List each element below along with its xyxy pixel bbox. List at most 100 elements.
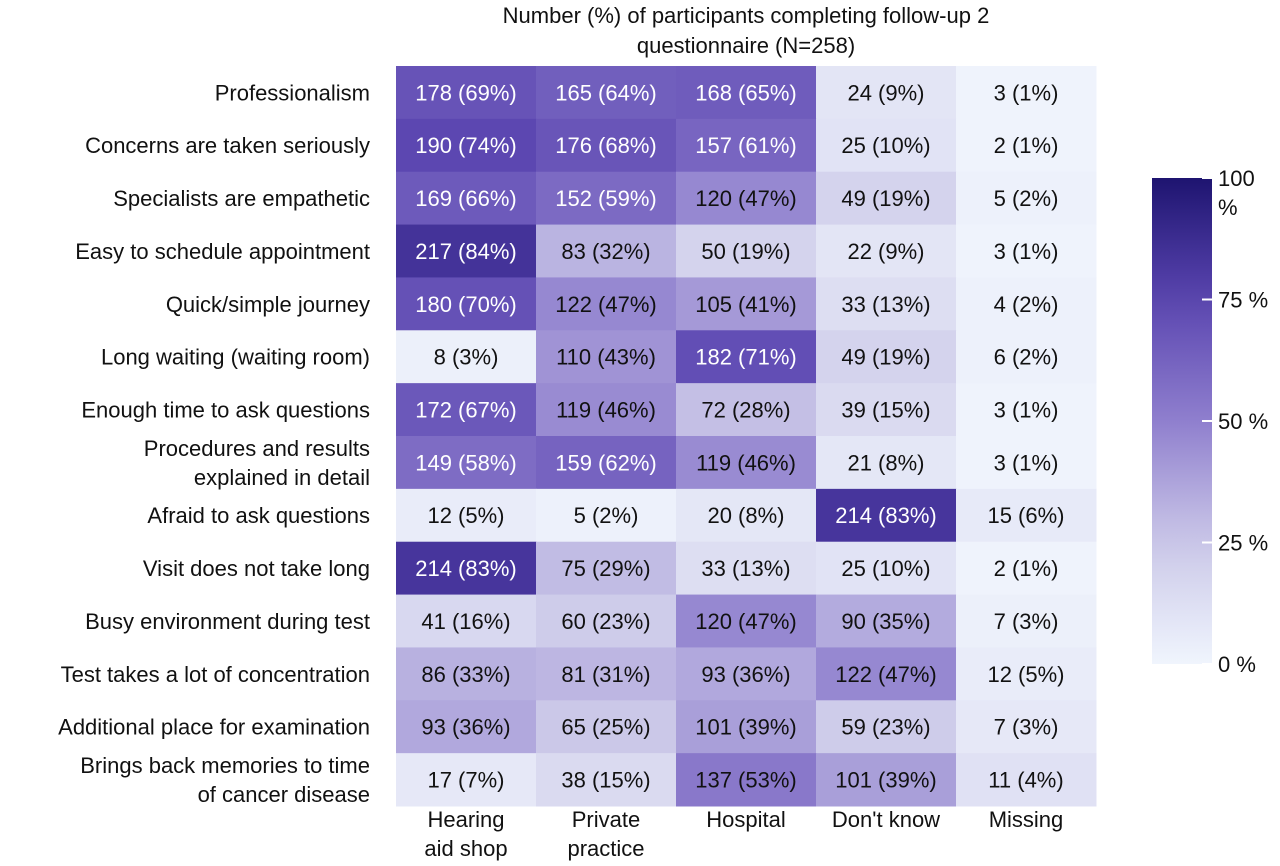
cell-label: 39 (15%) bbox=[841, 397, 930, 422]
row-label: Enough time to ask questions bbox=[81, 397, 370, 422]
heatmap-cell bbox=[536, 224, 677, 278]
cell-label: 7 (3%) bbox=[994, 609, 1059, 634]
heatmap-cell bbox=[816, 541, 957, 596]
cell-label: 214 (83%) bbox=[835, 503, 937, 528]
cell-label: 149 (58%) bbox=[415, 450, 517, 475]
heatmap-cell bbox=[396, 66, 537, 120]
row-label: Long waiting (waiting room) bbox=[101, 345, 370, 370]
heatmap-cell bbox=[676, 224, 817, 278]
column-label: Don't know bbox=[832, 807, 940, 832]
cell-label: 12 (5%) bbox=[427, 503, 504, 528]
heatmap-cell bbox=[816, 66, 957, 120]
cell-label: 101 (39%) bbox=[835, 767, 937, 792]
heatmap-cell bbox=[956, 541, 1097, 596]
heatmap-cell bbox=[676, 700, 817, 754]
heatmap-cell bbox=[396, 541, 537, 596]
heatmap-cell bbox=[536, 330, 677, 384]
cell-label: 180 (70%) bbox=[415, 292, 517, 317]
cell-label: 165 (64%) bbox=[555, 80, 657, 105]
cell-label: 81 (31%) bbox=[561, 662, 650, 687]
row-label: Quick/simple journey bbox=[166, 292, 370, 317]
heatmap-cell bbox=[676, 118, 817, 173]
cell-label: 33 (13%) bbox=[841, 292, 930, 317]
cell-label: 182 (71%) bbox=[695, 345, 797, 370]
heatmap-cells: 178 (69%) 165 (64%) 168 (65%) 24 (9%) 3 (1%)… bbox=[396, 66, 1097, 807]
heatmap-cell bbox=[536, 66, 677, 120]
heatmap-cell bbox=[956, 224, 1097, 278]
heatmap-cell bbox=[536, 753, 677, 807]
cell-label: 176 (68%) bbox=[555, 133, 657, 158]
heatmap-cell bbox=[816, 647, 957, 701]
cell-label: 25 (10%) bbox=[841, 133, 930, 158]
cell-label: 83 (32%) bbox=[561, 239, 650, 264]
colorbar-tick-label: 50 % bbox=[1218, 409, 1268, 434]
row-label: Easy to schedule appointment bbox=[75, 239, 370, 264]
heatmap-cell bbox=[536, 594, 677, 648]
heatmap-cell bbox=[816, 277, 957, 331]
cell-label: 168 (65%) bbox=[695, 80, 797, 105]
row-label: Professionalism bbox=[215, 80, 370, 105]
heatmap-cell bbox=[956, 277, 1097, 331]
cell-label: 59 (23%) bbox=[841, 715, 930, 740]
heatmap-cell bbox=[956, 66, 1097, 120]
cell-label: 90 (35%) bbox=[841, 609, 930, 634]
cell-label: 3 (1%) bbox=[994, 239, 1059, 264]
row-label: Busy environment during test bbox=[85, 609, 370, 634]
heatmap-cell bbox=[396, 118, 537, 173]
cell-label: 17 (7%) bbox=[427, 767, 504, 792]
heatmap-cell bbox=[816, 700, 957, 754]
heatmap-cell bbox=[956, 700, 1097, 754]
cell-label: 65 (25%) bbox=[561, 715, 650, 740]
cell-label: 214 (83%) bbox=[415, 556, 517, 581]
column-label: Hospital bbox=[706, 807, 785, 832]
cell-label: 2 (1%) bbox=[994, 133, 1059, 158]
cell-label: 12 (5%) bbox=[987, 662, 1064, 687]
cell-label: 22 (9%) bbox=[847, 239, 924, 264]
heatmap-cell bbox=[816, 330, 957, 384]
heatmap-cell bbox=[536, 647, 677, 701]
cell-label: 120 (47%) bbox=[695, 186, 797, 211]
cell-label: 8 (3%) bbox=[434, 345, 499, 370]
heatmap-cell bbox=[396, 383, 537, 437]
cell-label: 119 (46%) bbox=[696, 450, 796, 475]
cell-label: 190 (74%) bbox=[415, 133, 517, 158]
cell-label: 101 (39%) bbox=[695, 715, 797, 740]
heatmap-cell bbox=[816, 171, 957, 226]
cell-label: 24 (9%) bbox=[847, 80, 924, 105]
cell-label: 72 (28%) bbox=[701, 397, 790, 422]
heatmap-cell bbox=[536, 118, 677, 173]
cell-label: 3 (1%) bbox=[994, 397, 1059, 422]
column-label: Private practice bbox=[567, 807, 644, 861]
cell-label: 172 (67%) bbox=[415, 397, 517, 422]
heatmap-cell bbox=[676, 436, 817, 490]
cell-label: 120 (47%) bbox=[695, 609, 797, 634]
heatmap-cell bbox=[956, 118, 1097, 173]
heatmap-cell bbox=[396, 171, 537, 226]
colorbar-tick-label: 25 % bbox=[1218, 530, 1268, 555]
heatmap-cell bbox=[676, 753, 817, 807]
cell-label: 93 (36%) bbox=[701, 662, 790, 687]
cell-label: 25 (10%) bbox=[841, 556, 930, 581]
heatmap-cell bbox=[396, 488, 537, 543]
heatmap-cell bbox=[816, 594, 957, 648]
cell-label: 49 (19%) bbox=[841, 345, 930, 370]
heatmap-cell bbox=[676, 330, 817, 384]
heatmap-cell bbox=[536, 541, 677, 596]
cell-label: 178 (69%) bbox=[415, 80, 517, 105]
heatmap-cell bbox=[396, 753, 537, 807]
heatmap-cell bbox=[956, 171, 1097, 226]
cell-label: 33 (13%) bbox=[701, 556, 790, 581]
cell-label: 4 (2%) bbox=[994, 292, 1059, 317]
cell-label: 7 (3%) bbox=[994, 715, 1059, 740]
row-label: Concerns are taken seriously bbox=[85, 133, 370, 158]
row-label: Visit does not take long bbox=[143, 556, 370, 581]
heatmap-cell bbox=[396, 330, 537, 384]
cell-label: 41 (16%) bbox=[421, 609, 510, 634]
row-label: Specialists are empathetic bbox=[113, 186, 370, 211]
cell-label: 3 (1%) bbox=[994, 450, 1059, 475]
heatmap-cell bbox=[956, 753, 1097, 807]
heatmap-cell bbox=[816, 436, 957, 490]
cell-label: 119 (46%) bbox=[556, 397, 656, 422]
cell-label: 21 (8%) bbox=[847, 450, 924, 475]
